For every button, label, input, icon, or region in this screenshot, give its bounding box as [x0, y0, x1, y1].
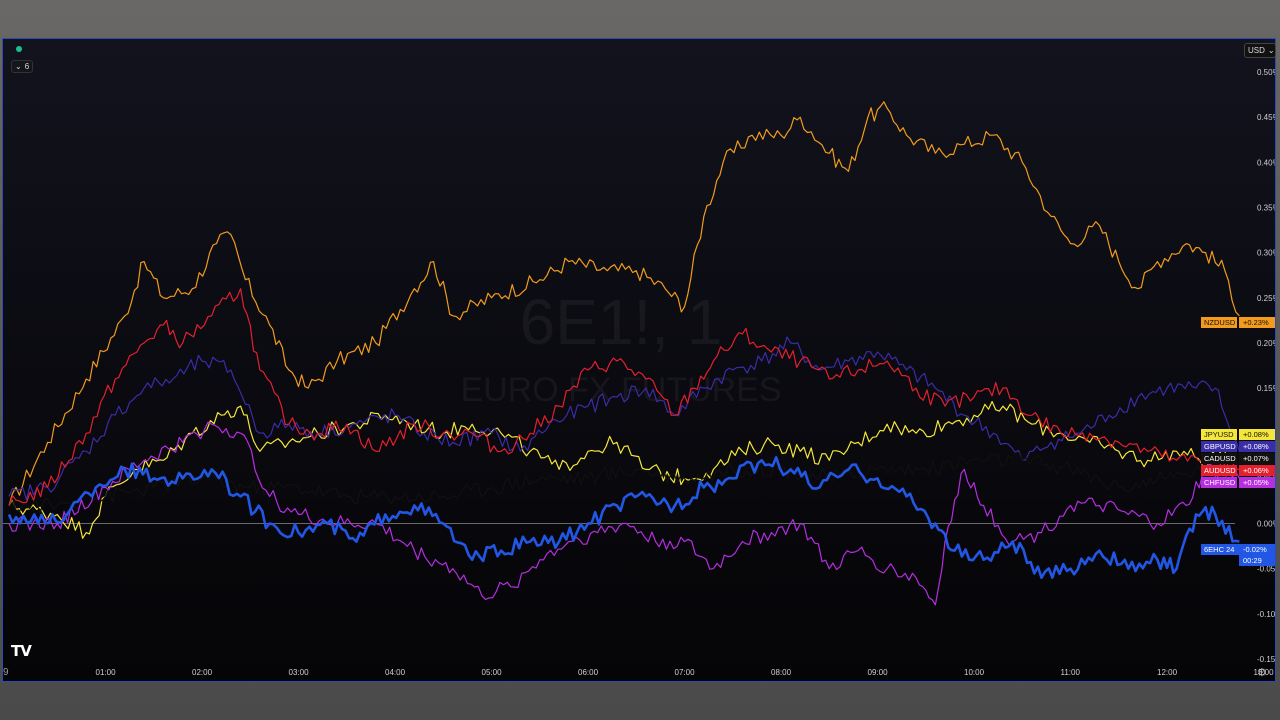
x-tick-label: 09:00 [868, 668, 889, 677]
y-tick-label: 0.30% [1257, 249, 1275, 258]
series-line-jpyusd[interactable] [8, 400, 1236, 539]
price-label-chfusd: CHFUSD +0.05% [1201, 477, 1275, 488]
x-tick-label: 01:00 [96, 668, 117, 677]
svg-text:GBPUSD: GBPUSD [1204, 442, 1236, 451]
watermark-name: EURO FX FUTURES [460, 371, 781, 409]
axis-start-tick: 9 [3, 667, 9, 678]
svg-text:+0.07%: +0.07% [1243, 454, 1269, 463]
svg-text:+0.08%: +0.08% [1243, 442, 1269, 451]
series-line-6ehc-24[interactable] [7, 456, 1240, 579]
price-label-audusd: AUDUSD +0.06% [1201, 465, 1275, 476]
series-line-cadusd[interactable] [8, 452, 1240, 515]
y-tick-label: 0.25% [1257, 294, 1275, 303]
svg-text:AUDUSD: AUDUSD [1204, 466, 1236, 475]
chart-panel[interactable]: 6E1!, 1 EURO FX FUTURES 0.50% 0.45% 0.40% 0… [2, 38, 1276, 682]
series-line-audusd[interactable] [8, 288, 1240, 506]
currency-select[interactable]: USD ⌄ [1244, 43, 1276, 58]
tradingview-logo: TV [11, 642, 32, 660]
y-tick-label: 0.45% [1257, 113, 1275, 122]
svg-text:JPYUSD: JPYUSD [1204, 430, 1234, 439]
y-tick-label: -0.15% [1257, 655, 1275, 664]
svg-text:+0.05%: +0.05% [1243, 478, 1269, 487]
y-tick-label: -0.10% [1257, 610, 1275, 619]
symbol-watermark: 6E1!, 1 EURO FX FUTURES [460, 286, 781, 409]
series-line-nzdusd[interactable] [8, 101, 1240, 506]
series-line-gbpusd[interactable] [8, 336, 1240, 501]
x-tick-label: 03:00 [289, 668, 310, 677]
chevron-down-icon: ⌄ [1267, 46, 1275, 55]
price-label-gbpusd: GBPUSD +0.08% [1201, 441, 1275, 452]
y-tick-label: -0.05% [1257, 565, 1275, 574]
x-tick-label: 11:00 [1061, 668, 1081, 677]
price-label-6ehc-24: 6EHC 24 -0.02% 00:29 [1201, 544, 1275, 566]
svg-text:NZDUSD: NZDUSD [1204, 318, 1236, 327]
y-tick-label: 0.50% [1257, 68, 1275, 77]
currency-value: USD [1248, 46, 1265, 55]
x-tick-label: 13:00 [1254, 668, 1275, 677]
price-label-cadusd: CADUSD +0.07% [1201, 453, 1275, 464]
y-tick-label: 0.35% [1257, 203, 1275, 212]
status-indicator [16, 46, 22, 52]
y-tick-label: 0.20% [1257, 339, 1275, 348]
y-tick-label: 0.15% [1257, 384, 1275, 393]
x-tick-label: 04:00 [385, 668, 406, 677]
x-tick-label: 06:00 [578, 668, 599, 677]
x-tick-label: 12:00 [1157, 668, 1178, 677]
svg-text:CHFUSD: CHFUSD [1204, 478, 1236, 487]
svg-text:+0.08%: +0.08% [1243, 430, 1269, 439]
x-tick-label: 02:00 [192, 668, 213, 677]
indicators-collapse-button[interactable]: ⌄ 6 [11, 60, 33, 73]
svg-text:+0.23%: +0.23% [1243, 318, 1269, 327]
chart-canvas[interactable]: 6E1!, 1 EURO FX FUTURES 0.50% 0.45% 0.40% 0… [3, 39, 1275, 681]
settings-gear-icon[interactable]: ⚙ [1257, 667, 1267, 679]
watermark-symbol: 6E1!, 1 [520, 286, 723, 358]
indicator-count: 6 [24, 62, 30, 71]
svg-text:+0.06%: +0.06% [1243, 466, 1269, 475]
y-tick-label: 0.00% [1257, 520, 1275, 529]
x-tick-label: 08:00 [771, 668, 792, 677]
svg-text:00:29: 00:29 [1243, 556, 1262, 565]
x-tick-label: 10:00 [964, 668, 985, 677]
y-tick-label: 0.40% [1257, 158, 1275, 167]
svg-text:6EHC 24: 6EHC 24 [1204, 545, 1234, 554]
chevron-down-icon: ⌄ [15, 62, 22, 71]
svg-text:CADUSD: CADUSD [1204, 454, 1236, 463]
series-line-chfusd[interactable] [8, 421, 1240, 606]
x-tick-label: 07:00 [675, 668, 696, 677]
price-label-jpyusd: JPYUSD +0.08% [1201, 429, 1275, 440]
svg-text:-0.02%: -0.02% [1243, 545, 1267, 554]
price-label-nzdusd: NZDUSD +0.23% [1201, 317, 1275, 328]
x-tick-label: 05:00 [482, 668, 503, 677]
